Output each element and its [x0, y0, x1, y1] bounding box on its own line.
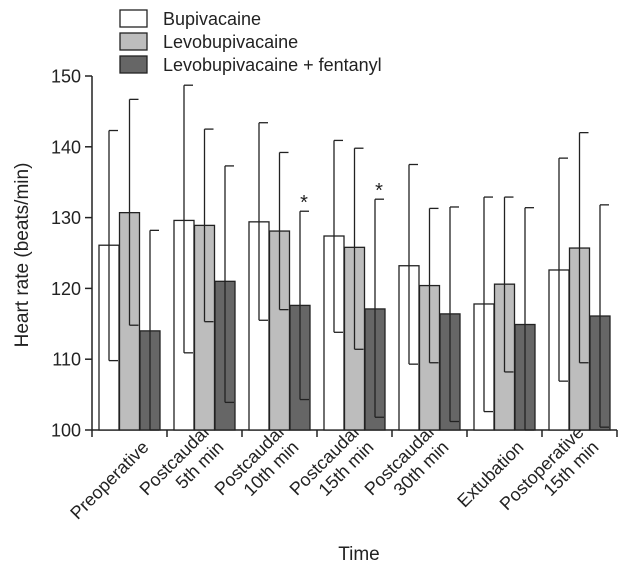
x-tick-label: Postcaudal10th min: [211, 422, 303, 514]
significance-marker: *: [375, 180, 383, 202]
y-tick-label: 150: [51, 67, 81, 87]
x-axis-title: Time: [338, 544, 380, 564]
legend-label: Levobupivacaine + fentanyl: [163, 55, 382, 75]
y-tick-label: 100: [51, 421, 81, 441]
annotations: **: [300, 180, 383, 214]
y-axis: 100 110 120 130 140 150: [51, 67, 93, 441]
legend-label: Bupivacaine: [163, 9, 261, 29]
error-bars: [108, 84, 609, 431]
x-tick-label: Postcaudal30th min: [361, 422, 453, 514]
y-tick-label: 120: [51, 279, 81, 299]
legend: Bupivacaine Levobupivacaine Levobupivacain…: [119, 9, 382, 75]
x-tick-label: Postcaudal5th min: [136, 422, 228, 514]
y-tick-label: 110: [52, 350, 81, 370]
y-tick-label: 130: [51, 208, 81, 228]
legend-swatch: [119, 32, 148, 51]
y-axis-title: Heart rate (beats/min): [12, 163, 33, 348]
legend-swatch: [119, 55, 148, 74]
significance-marker: *: [300, 192, 308, 214]
y-tick-label: 140: [51, 137, 81, 157]
x-tick-label: Postcaudal15th min: [286, 422, 378, 514]
legend-label: Levobupivacaine: [163, 32, 298, 52]
legend-swatch: [119, 9, 148, 28]
